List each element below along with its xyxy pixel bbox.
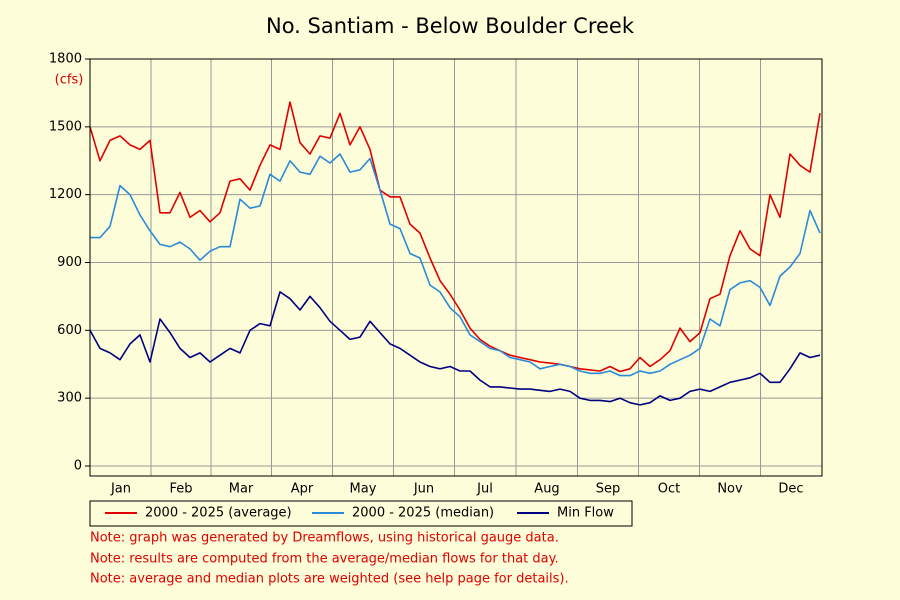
x-tick-label: Jul [476, 482, 493, 497]
x-tick-label: May [350, 482, 377, 497]
note: Note: results are computed from the aver… [90, 552, 559, 567]
x-tick-label: Apr [291, 482, 314, 497]
x-tick-label: Feb [169, 482, 192, 497]
lines [89, 101, 821, 406]
y-tick-label: 0 [74, 459, 82, 474]
y-tick-label: 300 [57, 391, 82, 406]
x-tick-label: Oct [658, 482, 680, 497]
plot-frame [89, 58, 823, 477]
legend-box [89, 500, 633, 527]
y-tick-label: 1800 [49, 52, 82, 67]
y-tick-label: 1200 [49, 187, 82, 202]
x-tick-label: Nov [717, 482, 743, 497]
chart-title: No. Santiam - Below Boulder Creek [266, 14, 635, 38]
x-tick-label: Jan [110, 482, 131, 497]
series-line [90, 153, 821, 377]
legend: 2000 - 2025 (average) 2000 - 2025 (median… [105, 506, 614, 521]
legend-label: 2000 - 2025 (median) [352, 506, 494, 521]
series-line [89, 101, 821, 373]
legend-label: Min Flow [557, 506, 614, 521]
legend-label: 2000 - 2025 (average) [145, 506, 292, 521]
y-tick-label: 600 [57, 323, 82, 338]
series-line [89, 291, 821, 406]
y-unit-label: (cfs) [55, 73, 84, 88]
x-tick-label: Aug [534, 482, 559, 497]
y-tick-label: 900 [57, 255, 82, 270]
note: Note: average and median plots are weigh… [90, 572, 569, 587]
note: Note: graph was generated by Dreamflows,… [90, 531, 559, 546]
x-tick-label: Mar [229, 482, 254, 497]
y-tick-label: 1500 [49, 119, 82, 134]
x-tick-label: Sep [596, 482, 621, 497]
x-tick-label: Jun [413, 482, 434, 497]
x-tick-label: Dec [778, 482, 803, 497]
